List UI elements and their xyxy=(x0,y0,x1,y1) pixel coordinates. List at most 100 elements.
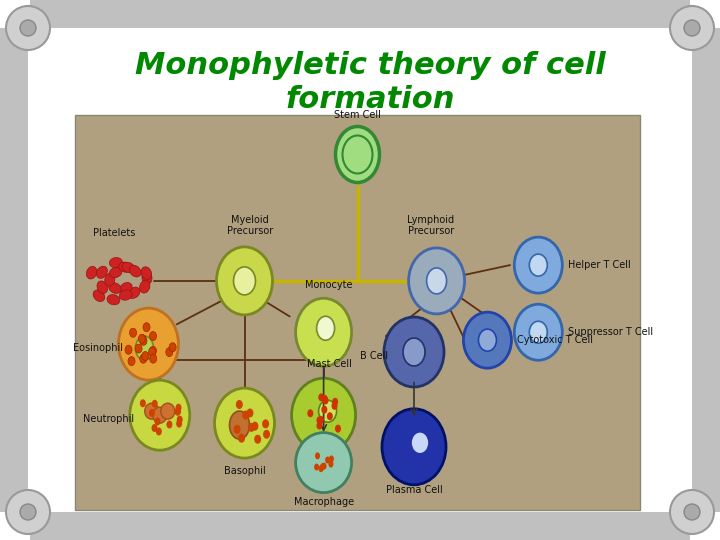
Ellipse shape xyxy=(215,388,274,458)
Ellipse shape xyxy=(130,265,141,277)
Ellipse shape xyxy=(109,267,122,278)
Ellipse shape xyxy=(120,282,132,293)
Ellipse shape xyxy=(140,399,146,407)
Ellipse shape xyxy=(128,356,135,366)
Ellipse shape xyxy=(335,424,341,433)
Circle shape xyxy=(670,6,714,50)
Ellipse shape xyxy=(529,254,547,276)
Ellipse shape xyxy=(109,258,122,268)
Ellipse shape xyxy=(151,424,158,432)
Ellipse shape xyxy=(176,416,183,423)
Ellipse shape xyxy=(96,266,107,279)
Ellipse shape xyxy=(150,332,156,341)
Ellipse shape xyxy=(514,237,562,293)
Ellipse shape xyxy=(409,248,464,314)
Ellipse shape xyxy=(296,298,351,366)
Ellipse shape xyxy=(119,308,179,380)
Ellipse shape xyxy=(242,410,249,420)
Ellipse shape xyxy=(130,380,190,450)
Ellipse shape xyxy=(135,336,153,360)
Ellipse shape xyxy=(307,409,313,417)
Circle shape xyxy=(684,20,700,36)
Ellipse shape xyxy=(109,282,121,293)
Ellipse shape xyxy=(318,393,324,401)
Text: Cytotoxic T Cell: Cytotoxic T Cell xyxy=(518,335,593,345)
Ellipse shape xyxy=(145,403,158,419)
Ellipse shape xyxy=(254,435,261,444)
Ellipse shape xyxy=(332,398,338,406)
Ellipse shape xyxy=(150,346,156,355)
Text: Helper T Cell: Helper T Cell xyxy=(568,260,631,270)
Ellipse shape xyxy=(318,416,324,424)
Ellipse shape xyxy=(125,345,132,354)
Ellipse shape xyxy=(251,422,258,430)
Text: Monocyte: Monocyte xyxy=(305,280,353,290)
Text: Mast Cell: Mast Cell xyxy=(307,359,351,369)
Ellipse shape xyxy=(514,304,562,360)
Ellipse shape xyxy=(122,262,135,273)
Ellipse shape xyxy=(93,290,104,301)
Text: Lymphoid
Precursor: Lymphoid Precursor xyxy=(408,215,454,237)
Ellipse shape xyxy=(316,422,323,429)
Ellipse shape xyxy=(139,335,146,343)
Ellipse shape xyxy=(328,461,333,468)
Ellipse shape xyxy=(411,432,429,454)
Ellipse shape xyxy=(320,463,325,470)
Ellipse shape xyxy=(319,400,337,422)
Ellipse shape xyxy=(166,421,172,429)
Text: formation: formation xyxy=(285,85,455,114)
Ellipse shape xyxy=(233,267,256,295)
Text: Macrophage: Macrophage xyxy=(294,497,354,507)
Bar xyxy=(75,115,640,510)
Text: Platelets: Platelets xyxy=(94,228,136,239)
Ellipse shape xyxy=(246,408,253,417)
Ellipse shape xyxy=(166,348,173,356)
Ellipse shape xyxy=(148,347,156,356)
Ellipse shape xyxy=(263,430,270,439)
Ellipse shape xyxy=(152,400,158,408)
Ellipse shape xyxy=(327,412,333,420)
Circle shape xyxy=(6,490,50,534)
Ellipse shape xyxy=(142,271,152,284)
Circle shape xyxy=(20,504,36,520)
Ellipse shape xyxy=(230,411,250,439)
Bar xyxy=(30,512,690,540)
Ellipse shape xyxy=(176,404,181,411)
Ellipse shape xyxy=(314,463,319,470)
Circle shape xyxy=(6,6,50,50)
Circle shape xyxy=(20,20,36,36)
Ellipse shape xyxy=(336,126,379,183)
Ellipse shape xyxy=(426,268,446,294)
Ellipse shape xyxy=(150,354,157,363)
Ellipse shape xyxy=(140,336,147,346)
Ellipse shape xyxy=(382,409,446,485)
Ellipse shape xyxy=(322,463,327,470)
Ellipse shape xyxy=(464,312,511,368)
Ellipse shape xyxy=(176,420,182,428)
Ellipse shape xyxy=(317,316,335,340)
Ellipse shape xyxy=(153,407,167,423)
Ellipse shape xyxy=(329,455,334,462)
Ellipse shape xyxy=(156,428,162,435)
Ellipse shape xyxy=(169,343,176,352)
Circle shape xyxy=(670,490,714,534)
Text: Myeloid
Precursor: Myeloid Precursor xyxy=(227,215,274,237)
Ellipse shape xyxy=(141,267,152,279)
Ellipse shape xyxy=(120,290,132,300)
Ellipse shape xyxy=(384,317,444,387)
Ellipse shape xyxy=(161,403,175,419)
Ellipse shape xyxy=(323,396,328,404)
Text: Basophil: Basophil xyxy=(224,465,266,476)
Ellipse shape xyxy=(128,287,140,299)
Bar xyxy=(28,28,692,512)
Text: Eosinophil: Eosinophil xyxy=(73,343,122,353)
Ellipse shape xyxy=(138,334,145,343)
Ellipse shape xyxy=(248,423,255,432)
Bar xyxy=(692,28,720,512)
Ellipse shape xyxy=(238,434,245,443)
Ellipse shape xyxy=(236,400,243,409)
Ellipse shape xyxy=(130,328,137,337)
Text: Plasma Cell: Plasma Cell xyxy=(386,485,442,495)
Ellipse shape xyxy=(175,407,181,415)
Ellipse shape xyxy=(174,408,181,416)
